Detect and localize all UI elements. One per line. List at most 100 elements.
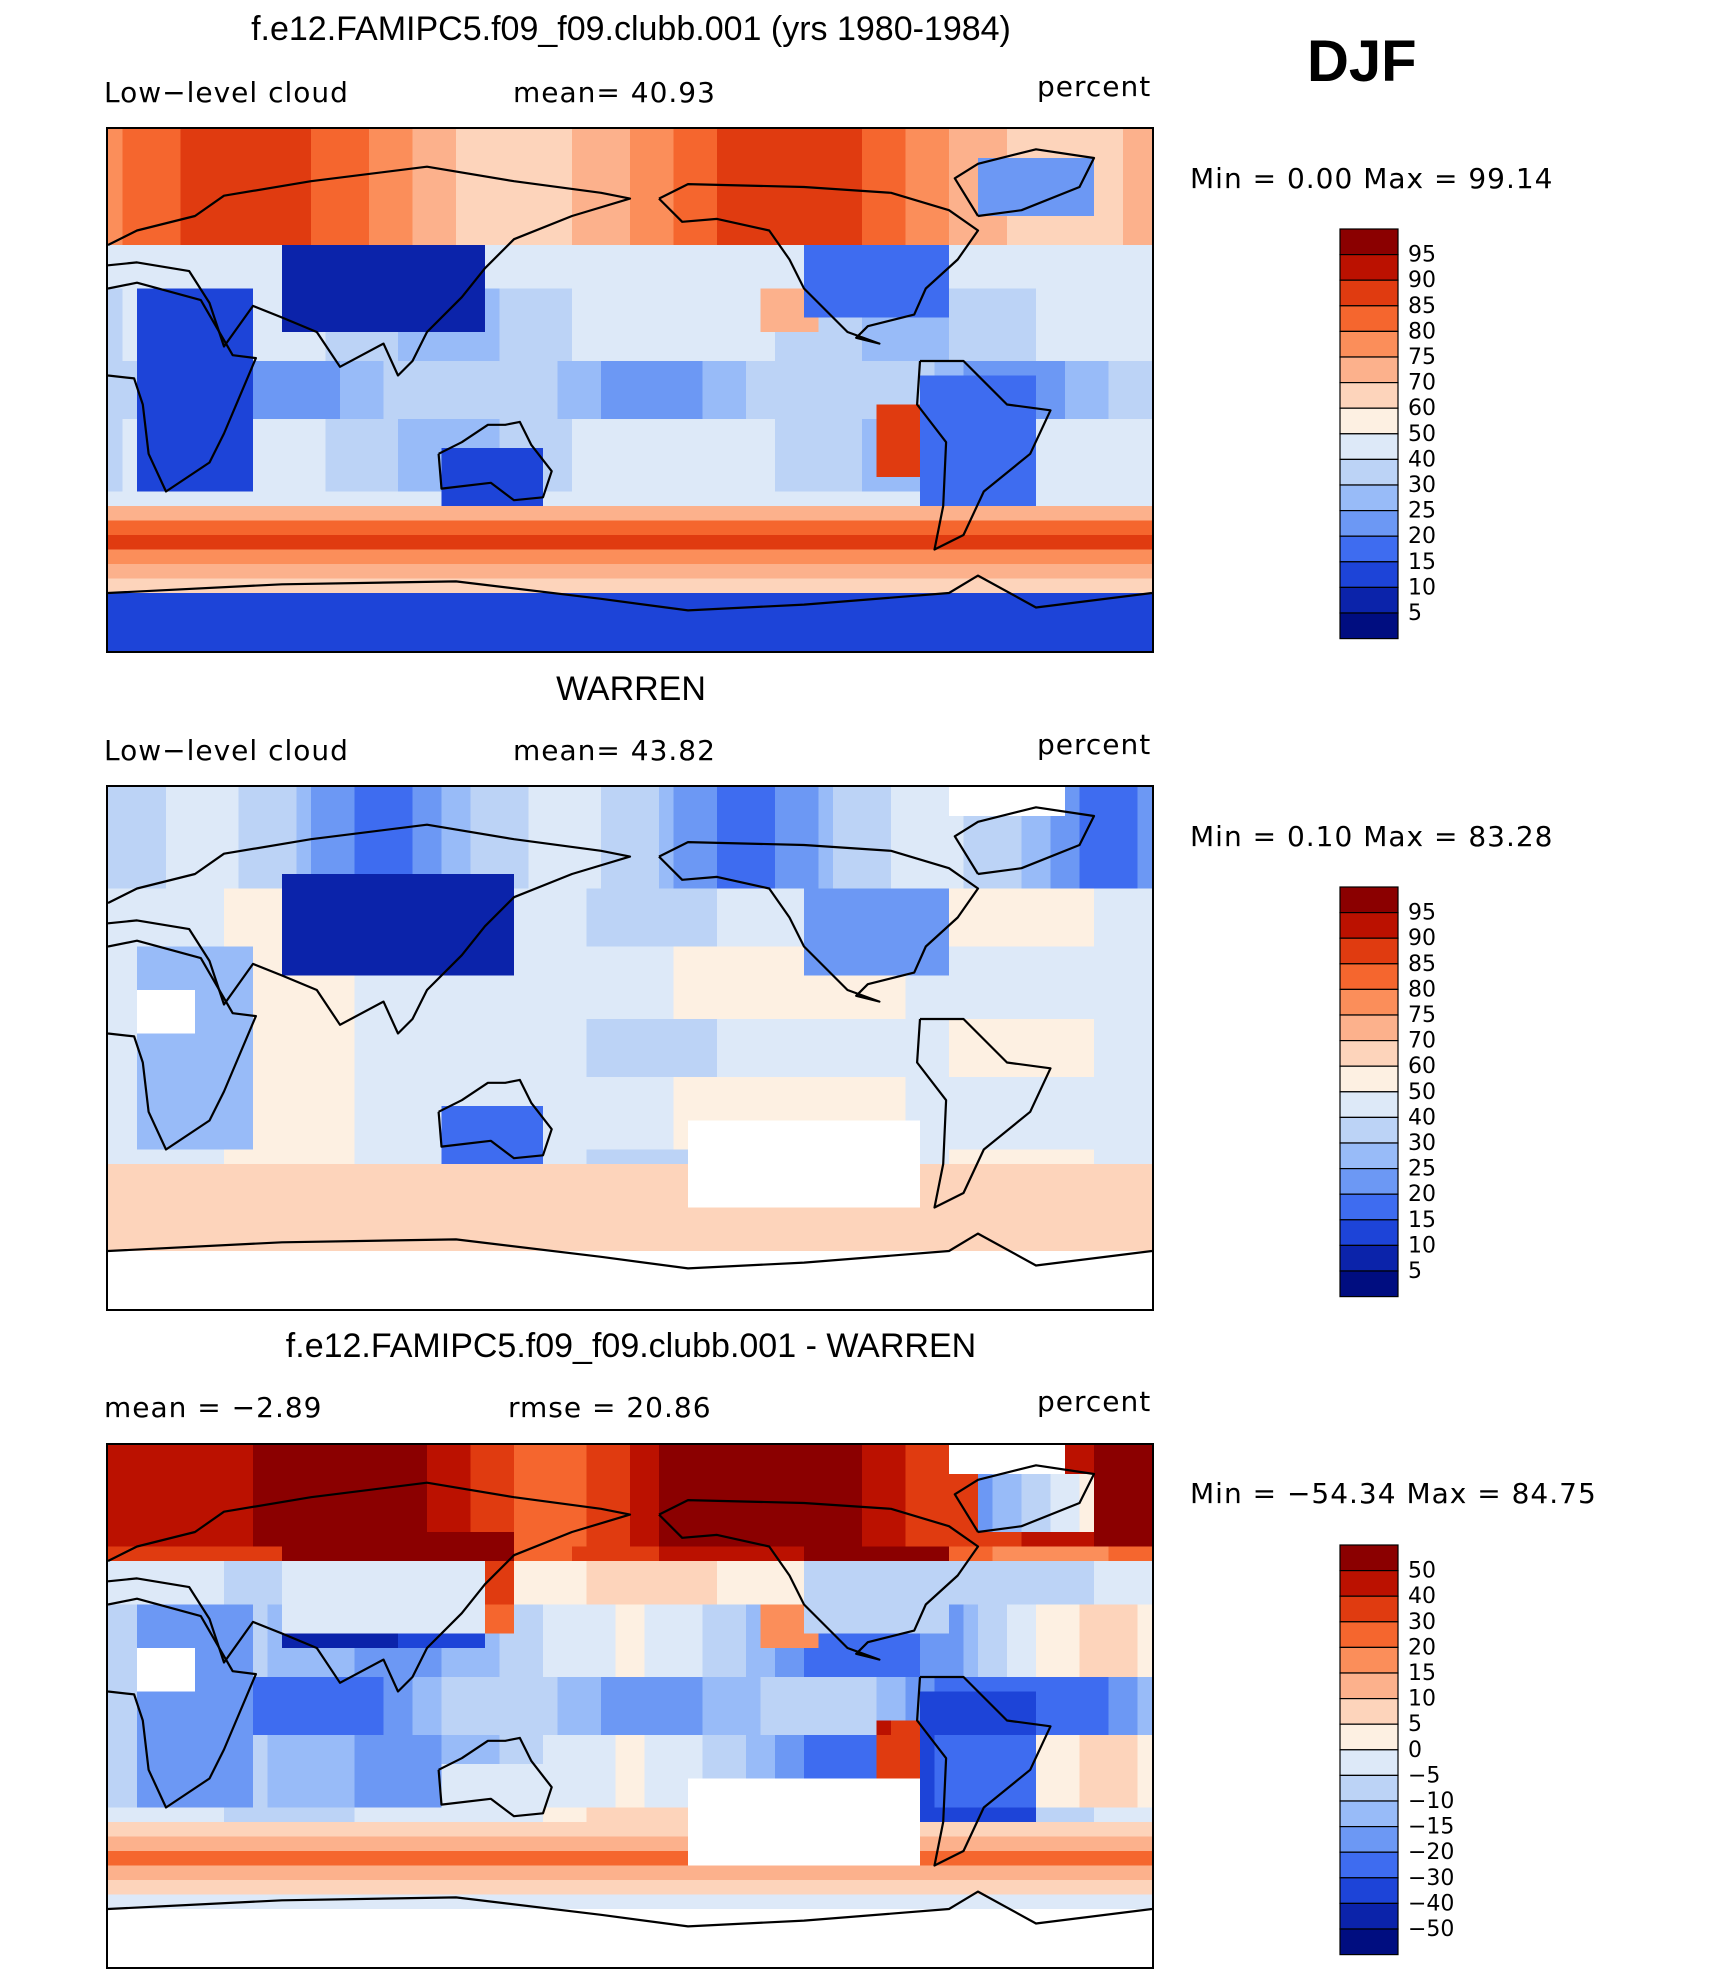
grid-cell xyxy=(543,1048,559,1064)
grid-cell xyxy=(427,1164,443,1180)
grid-cell xyxy=(441,187,457,203)
grid-cell xyxy=(862,390,878,406)
grid-cell xyxy=(253,288,269,304)
grid-cell xyxy=(311,859,327,875)
grid-cell xyxy=(340,932,356,948)
grid-cell xyxy=(891,1149,907,1165)
grid-cell xyxy=(209,787,225,803)
grid-cell xyxy=(833,158,849,174)
grid-cell xyxy=(586,816,602,832)
grid-cell xyxy=(847,1135,863,1151)
grid-cell xyxy=(267,888,283,904)
grid-cell xyxy=(876,917,892,933)
grid-cell xyxy=(456,816,472,832)
grid-cell xyxy=(267,787,283,803)
grid-cell xyxy=(180,975,196,991)
grid-cell xyxy=(789,932,805,948)
grid-cell xyxy=(775,1033,791,1049)
grid-cell xyxy=(166,1033,182,1049)
grid-cell xyxy=(746,1236,762,1252)
grid-cell xyxy=(1036,830,1052,846)
grid-cell xyxy=(412,578,428,594)
grid-cell xyxy=(514,303,530,319)
grid-cell xyxy=(1094,801,1110,817)
grid-cell xyxy=(615,245,631,261)
grid-cell xyxy=(412,129,428,145)
colorbar-swatch xyxy=(1339,484,1399,512)
grid-cell xyxy=(702,1048,718,1064)
grid-cell xyxy=(470,433,486,449)
grid-cell xyxy=(340,390,356,406)
grid-cell xyxy=(296,506,312,522)
grid-cell xyxy=(209,946,225,962)
grid-cell xyxy=(847,230,863,246)
grid-cell xyxy=(267,845,283,861)
grid-cell xyxy=(166,607,182,623)
grid-cell xyxy=(108,1062,124,1078)
grid-cell xyxy=(630,1048,646,1064)
grid-cell xyxy=(934,143,950,159)
grid-cell xyxy=(238,1193,254,1209)
grid-cell xyxy=(760,830,776,846)
grid-cell xyxy=(253,564,269,580)
grid-cell xyxy=(789,1164,805,1180)
grid-cell xyxy=(166,143,182,159)
grid-cell xyxy=(659,375,675,391)
grid-cell xyxy=(1050,564,1066,580)
grid-cell xyxy=(833,448,849,464)
grid-cell xyxy=(862,1120,878,1136)
colorbar-swatch xyxy=(1339,279,1399,307)
grid-cell xyxy=(1094,419,1110,435)
grid-cell xyxy=(528,607,544,623)
grid-cell xyxy=(1094,636,1110,651)
grid-cell xyxy=(1079,201,1095,217)
grid-cell xyxy=(122,216,138,232)
grid-cell xyxy=(746,274,762,290)
grid-cell xyxy=(833,259,849,275)
grid-cell xyxy=(369,274,385,290)
grid-cell xyxy=(746,535,762,551)
grid-cell xyxy=(383,1033,399,1049)
grid-cell xyxy=(1021,1193,1037,1209)
grid-cell xyxy=(775,1106,791,1122)
grid-cell xyxy=(485,506,501,522)
grid-cell xyxy=(731,1004,747,1020)
grid-cell xyxy=(340,187,356,203)
grid-cell xyxy=(267,1106,283,1122)
grid-cell xyxy=(528,549,544,565)
grid-cell xyxy=(1094,549,1110,565)
grid-cell xyxy=(195,816,211,832)
grid-cell xyxy=(282,230,298,246)
grid-cell xyxy=(195,259,211,275)
grid-cell xyxy=(311,961,327,977)
grid-cell xyxy=(412,1033,428,1049)
grid-cell xyxy=(528,216,544,232)
grid-cell xyxy=(1079,1048,1095,1064)
grid-cell xyxy=(1108,917,1124,933)
grid-cell xyxy=(601,1106,617,1122)
grid-cell xyxy=(1108,549,1124,565)
grid-cell xyxy=(920,1106,936,1122)
grid-cell xyxy=(296,448,312,464)
grid-cell xyxy=(151,1222,167,1238)
grid-cell xyxy=(1137,187,1152,203)
grid-cell xyxy=(485,874,501,890)
grid-cell xyxy=(789,801,805,817)
grid-cell xyxy=(1050,535,1066,551)
grid-cell xyxy=(731,158,747,174)
grid-cell xyxy=(543,1106,559,1122)
grid-cell xyxy=(673,946,689,962)
grid-cell xyxy=(369,448,385,464)
grid-cell xyxy=(673,274,689,290)
grid-cell xyxy=(963,317,979,333)
grid-cell xyxy=(572,1048,588,1064)
grid-cell xyxy=(499,404,515,420)
grid-cell xyxy=(615,816,631,832)
grid-cell xyxy=(1036,1178,1052,1194)
grid-cell xyxy=(905,230,921,246)
grid-cell xyxy=(702,636,718,651)
grid-cell xyxy=(151,129,167,145)
grid-cell xyxy=(354,1019,370,1035)
grid-cell xyxy=(412,288,428,304)
grid-cell xyxy=(311,1091,327,1107)
